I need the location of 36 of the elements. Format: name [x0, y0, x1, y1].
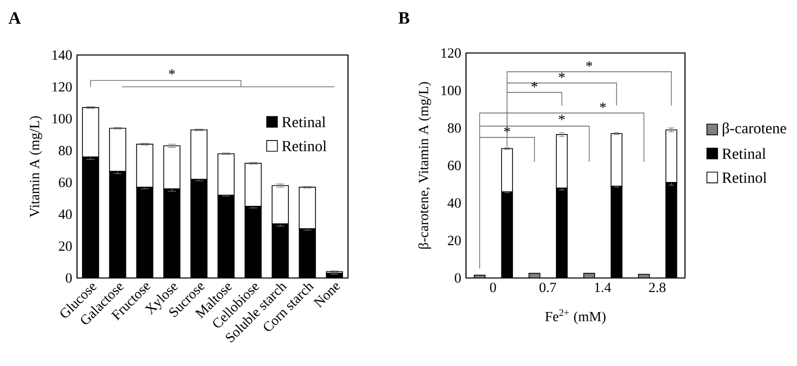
annotation: * — [586, 61, 592, 67]
y-tick-label: 140 — [52, 50, 72, 60]
legend-label: Retinol — [282, 140, 326, 152]
x-tick-label: 0.7 — [540, 282, 556, 292]
x-axis-title: Fe$^{2+}$ (mM) — [545, 309, 606, 324]
legend-label: β-carotene — [722, 122, 786, 137]
x-tick-label: 1.4 — [595, 282, 612, 292]
legend-label: Retinal — [722, 148, 766, 159]
y-tick-label: 60 — [448, 160, 461, 170]
chart-title: A — [8, 12, 21, 24]
annotation: * — [168, 69, 175, 75]
y-tick-label: 40 — [58, 210, 72, 220]
x-tick-label: 0 — [490, 282, 496, 292]
y-tick-label: 0 — [66, 273, 72, 283]
y-tick-label: 80 — [448, 123, 461, 133]
annotation: * — [531, 82, 538, 88]
chart-title: B — [398, 12, 410, 24]
legend-label: Retinal — [282, 116, 326, 128]
y-tick-label: 120 — [442, 48, 461, 58]
annotation: * — [600, 102, 606, 108]
y-tick-label: 100 — [52, 114, 72, 124]
annotation: * — [558, 72, 565, 78]
annotation: * — [504, 126, 510, 132]
legend-label: Retinol — [722, 172, 767, 183]
y-tick-label: 80 — [58, 146, 72, 156]
y-axis-title: β-carotene, Vitamin A (mg/L) — [418, 82, 432, 249]
annotation: * — [558, 114, 565, 120]
y-tick-label: 120 — [52, 82, 72, 92]
y-tick-label: 20 — [448, 236, 461, 246]
y-tick-label: 0 — [454, 273, 461, 283]
y-tick-label: 40 — [448, 198, 461, 208]
y-tick-label: 60 — [58, 178, 72, 188]
y-axis-title: Vitamin A (mg/L) — [29, 116, 42, 218]
x-tick-label: 2.8 — [649, 282, 666, 292]
y-tick-label: 100 — [442, 86, 461, 96]
y-tick-label: 20 — [58, 241, 72, 251]
